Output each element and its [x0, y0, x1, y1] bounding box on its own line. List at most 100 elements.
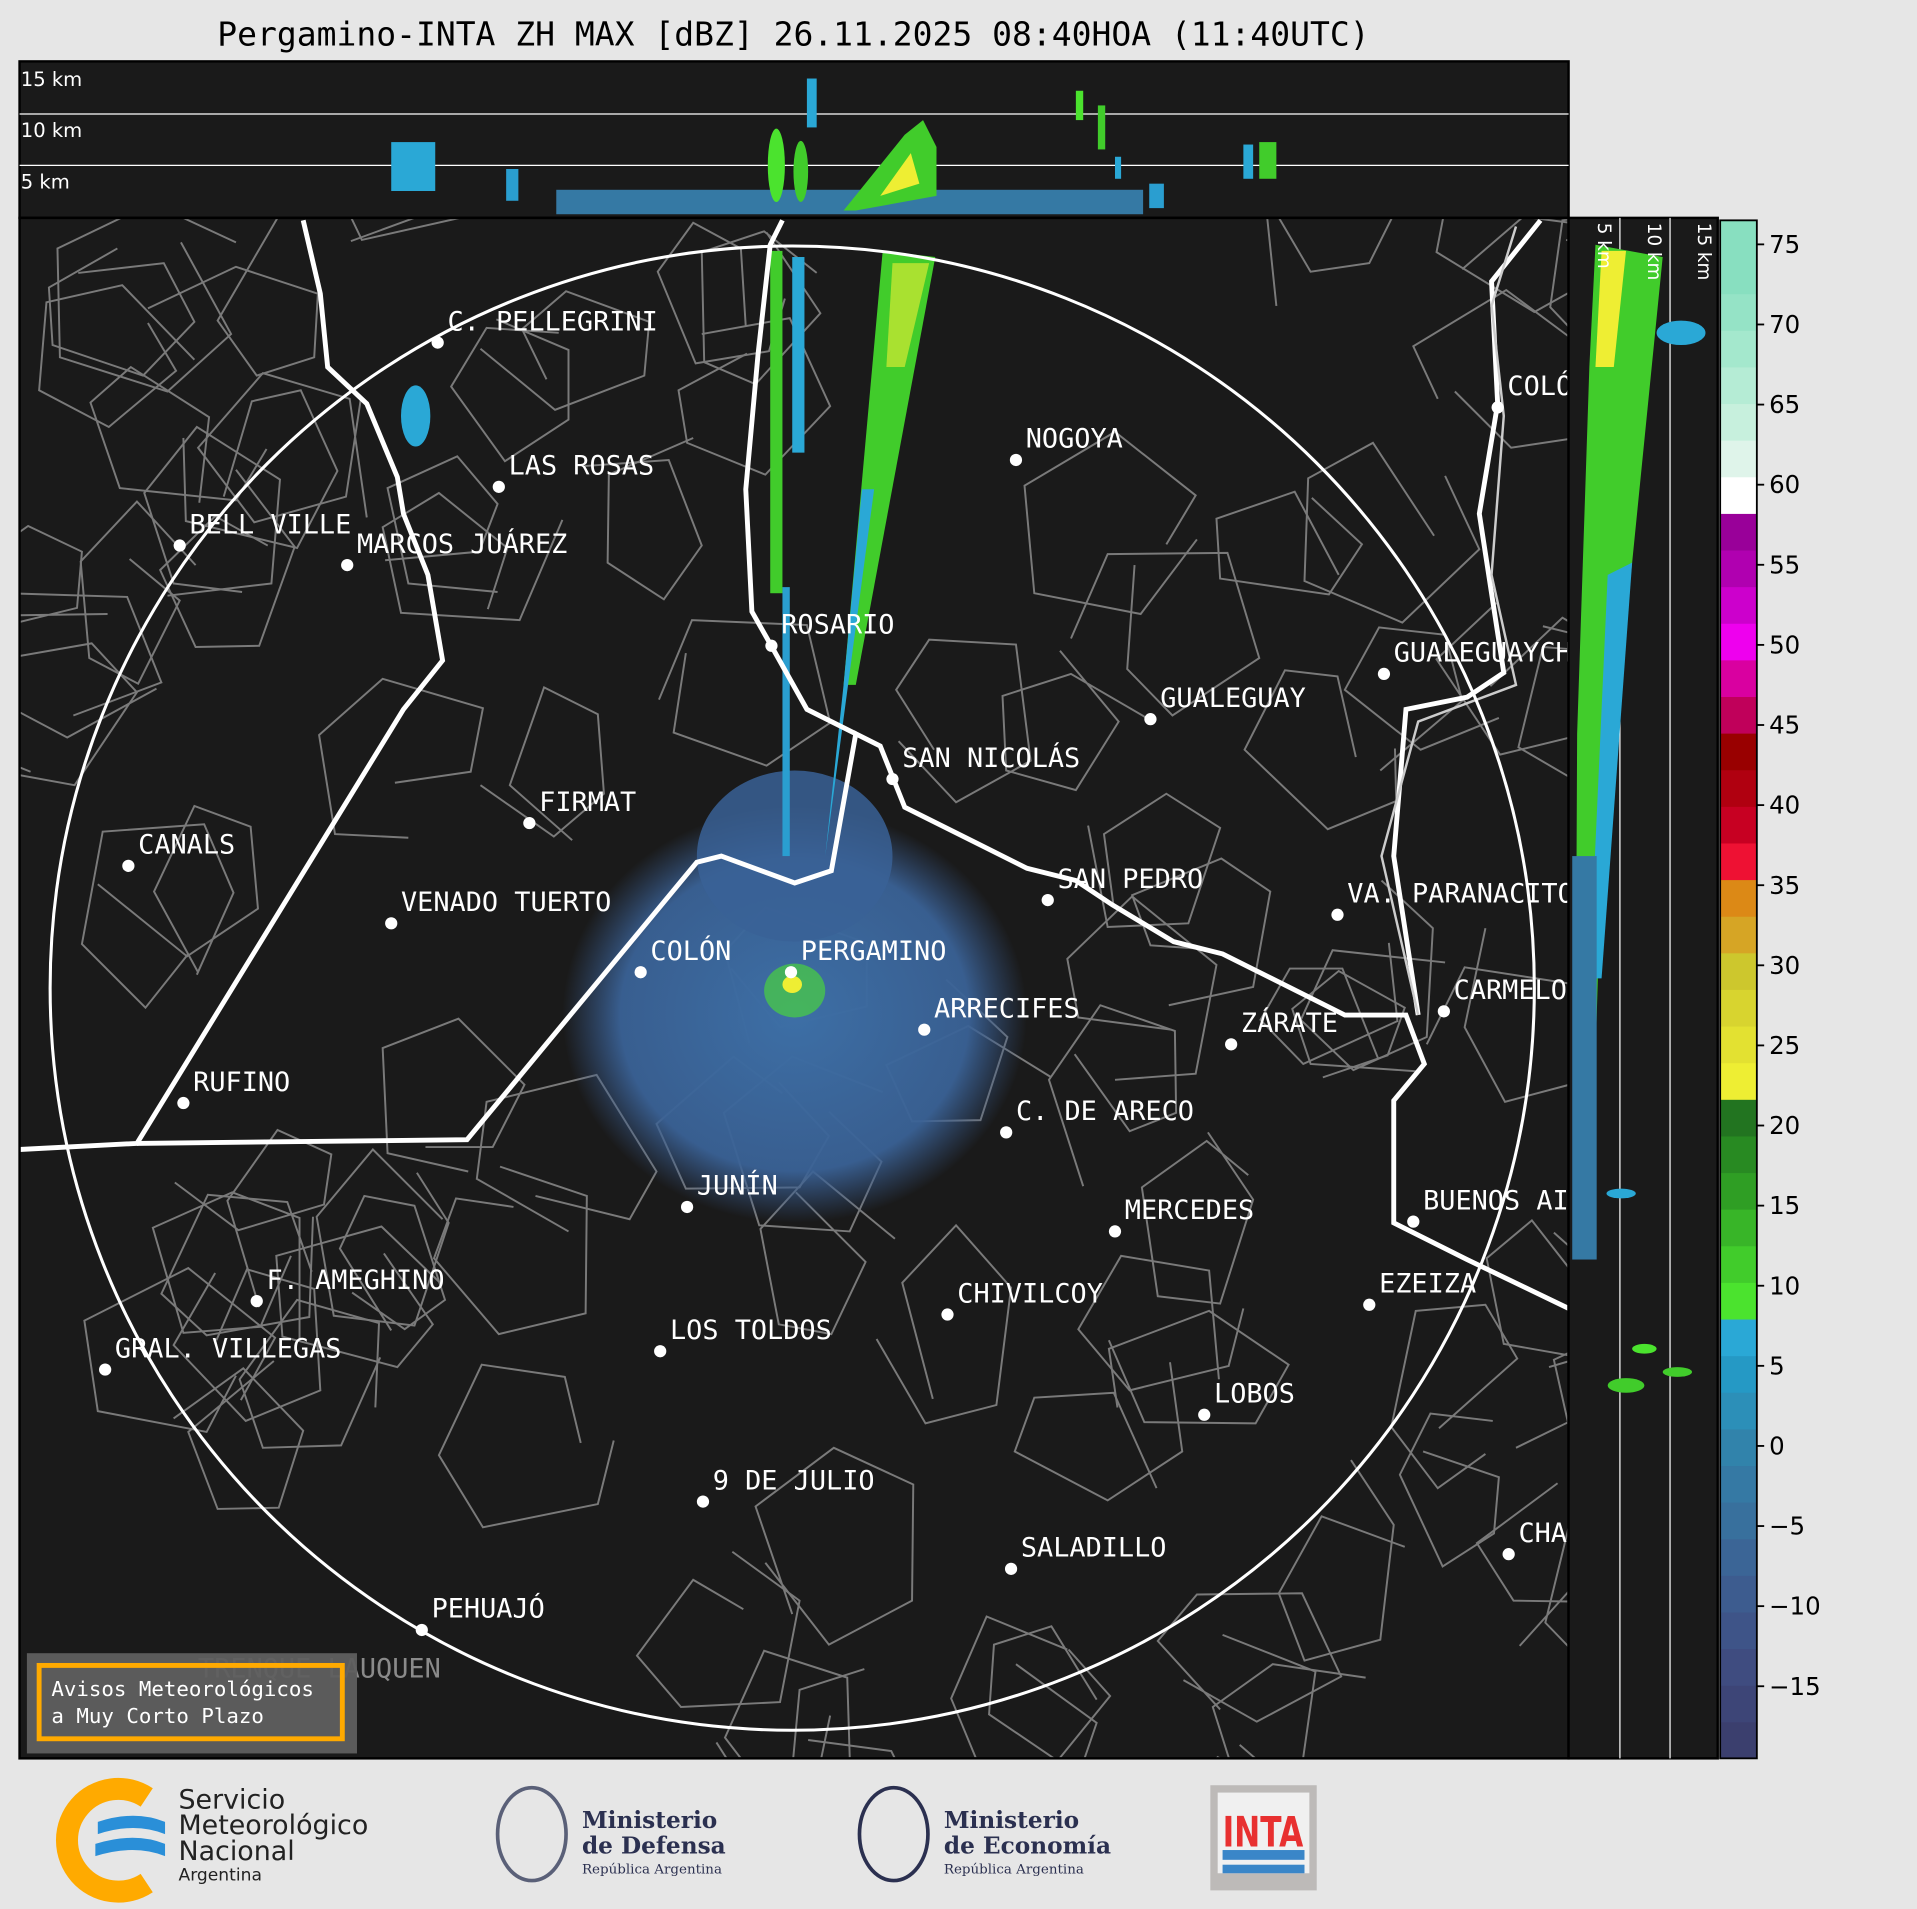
district-boundary: [1047, 1004, 1178, 1187]
city-dot: [1198, 1408, 1211, 1421]
colorbar-segment: [1720, 403, 1757, 441]
district-boundary: [196, 372, 368, 524]
district-boundary: [875, 1223, 1013, 1425]
defensa-line-1: Ministerio: [582, 1807, 717, 1834]
district-boundary: [988, 1625, 1112, 1759]
warning-link[interactable]: Avisos Meteorológicos a Muy Corto Plazo: [26, 1653, 357, 1754]
city-label: SAN PEDRO: [1058, 864, 1204, 895]
figure-title: Pergamino-INTA ZH MAX [dBZ] 26.11.2025 0…: [217, 15, 1369, 54]
district-boundary: [1412, 288, 1569, 449]
city-marker: ZÁRATE: [1225, 1007, 1338, 1051]
height-label-15km: 15 km: [21, 68, 82, 91]
colorbar-tick-label: 45: [1769, 711, 1800, 740]
river: [1380, 226, 1518, 1016]
city-label: VENADO TUERTO: [401, 887, 611, 918]
district-boundary: [479, 290, 651, 411]
district-boundary: [1077, 1254, 1245, 1392]
district-boundary: [1087, 792, 1222, 929]
top-height-panel: 15 km 10 km 5 km: [18, 60, 1570, 220]
city-label: GRAL. VILLEGAS: [115, 1333, 342, 1364]
colorbar-segment: [1720, 549, 1757, 588]
city-label: CHIVILCOY: [957, 1278, 1103, 1309]
district-boundary: [1130, 857, 1272, 1007]
city-label: NOGOYA: [1026, 424, 1123, 455]
city-dot: [1491, 401, 1504, 414]
district-boundary: [97, 804, 259, 973]
district-boundary: [160, 1193, 314, 1337]
city-label: SAN NICOLÁS: [902, 742, 1080, 774]
district-boundary: [723, 1649, 851, 1759]
logo-inta: INTA: [1210, 1785, 1317, 1891]
city-dot: [250, 1294, 263, 1308]
district-boundary: [432, 1165, 588, 1336]
district-boundary: [1156, 1592, 1343, 1723]
city-label: ARRECIFES: [934, 993, 1080, 1024]
colorbar-segment: [1720, 1611, 1757, 1650]
city-dot: [634, 966, 647, 979]
district-boundary: [1518, 1523, 1569, 1649]
city-label: ROSARIO: [781, 610, 894, 641]
city-marker: SALADILLO: [1004, 1533, 1166, 1575]
colorbar-segment: [1720, 1428, 1757, 1467]
district-boundary: [1548, 1351, 1569, 1430]
colorbar-segment: [1720, 1465, 1757, 1503]
smn-sub: Argentina: [178, 1866, 261, 1886]
colorbar-tick-label: −10: [1769, 1592, 1821, 1621]
economia-line-1: Ministerio: [944, 1807, 1079, 1834]
logo-smn: Servicio Meteorológico Nacional Argentin…: [55, 1777, 368, 1903]
logo-economia: Ministerio de Economía República Argenti…: [857, 1785, 1111, 1883]
district-boundary: [56, 217, 237, 393]
district-boundary: [1398, 1412, 1500, 1568]
colorbar-segment: [1720, 586, 1757, 624]
colorbar-tick-label: 65: [1769, 390, 1800, 419]
district-boundary: [38, 284, 196, 429]
city-dot: [341, 558, 354, 572]
district-boundary: [1266, 217, 1393, 307]
district-boundary: [83, 1266, 277, 1434]
warning-line-1: Avisos Meteorológicos: [51, 1677, 314, 1701]
district-boundary: [89, 365, 268, 503]
colorbar-tick-label: 40: [1769, 791, 1800, 820]
city-marker: CARMELO: [1437, 975, 1567, 1018]
city-marker: FIRMAT: [523, 787, 636, 830]
district-boundary: [1549, 218, 1569, 328]
colorbar-segment: [1720, 1282, 1757, 1320]
district-boundary: [437, 1363, 615, 1529]
city-dot: [1041, 893, 1054, 907]
city-label: CHASCOMÚS: [1518, 1517, 1664, 1549]
district-boundary: [158, 469, 296, 649]
city-marker: COLÓN: [634, 935, 731, 979]
district-boundary: [754, 1446, 915, 1646]
colorbar-tick-label: 60: [1769, 470, 1800, 499]
city-marker: PERGAMINO: [784, 936, 946, 979]
district-boundary: [1303, 441, 1481, 624]
city-dot: [523, 816, 536, 830]
city-dot: [122, 859, 135, 872]
city-label: BUENOS AIRES: [1423, 1185, 1617, 1216]
colorbar-segment: [1720, 1355, 1757, 1393]
district-boundary: [1023, 430, 1198, 616]
colorbar-segment: [1720, 1209, 1757, 1247]
city-label: RUFINO: [193, 1067, 290, 1098]
city-label: VA. PARANACITO: [1347, 879, 1574, 910]
district-boundary: [1343, 626, 1500, 772]
district-boundary: [1435, 217, 1569, 314]
colorbar-segment: [1720, 256, 1757, 295]
district-boundary: [1140, 1131, 1255, 1305]
city-dot: [1502, 1548, 1515, 1561]
city-marker: ARRECIFES: [918, 993, 1080, 1036]
colorbar-segment: [1720, 1135, 1757, 1174]
district-boundary: [1013, 1362, 1184, 1502]
city-marker: LOBOS: [1198, 1379, 1295, 1421]
district-boundary: [1259, 942, 1399, 1066]
colorbar-segment: [1720, 1392, 1757, 1430]
district-boundary: [182, 389, 339, 550]
coat-of-arms-icon: [495, 1785, 568, 1883]
district-boundary: [1390, 1303, 1519, 1490]
district-boundary: [173, 1360, 305, 1510]
district-boundary: [479, 685, 605, 841]
height-label-5km: 5 km: [21, 171, 70, 194]
